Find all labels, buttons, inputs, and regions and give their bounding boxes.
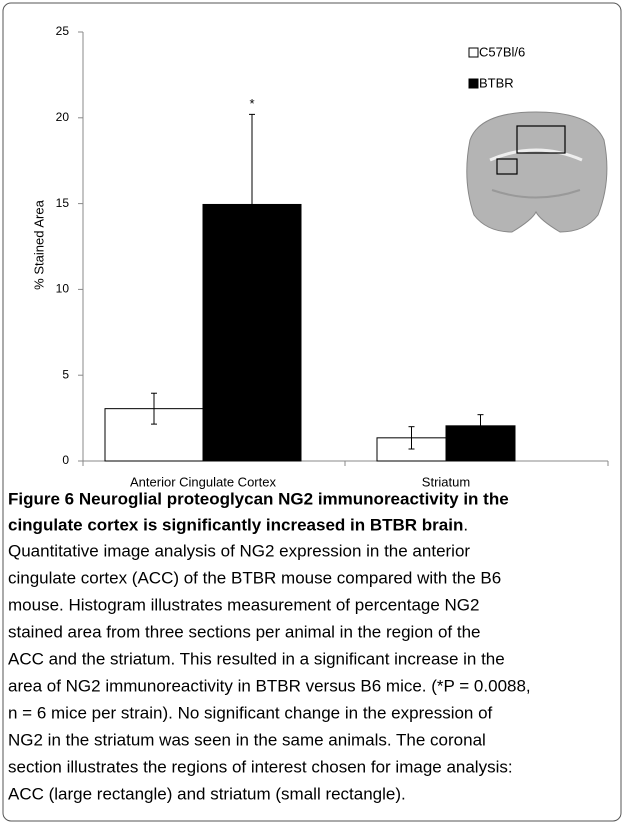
caption-title: cingulate cortex is significantly increa… bbox=[8, 515, 463, 534]
caption-line: ACC and the striatum. This resulted in a… bbox=[8, 649, 505, 668]
figure: % Stained Area 0 5 10 15 20 25 Anterior Cingul… bbox=[0, 0, 625, 827]
caption-line: cingulate cortex (ACC) of the BTBR mouse… bbox=[8, 568, 501, 587]
y-tick-label: 10 bbox=[56, 282, 70, 296]
caption-line: NG2 in the striatum was seen in the same… bbox=[8, 730, 486, 749]
legend-label: C57Bl/6 bbox=[479, 44, 525, 59]
brain-section bbox=[467, 112, 607, 232]
y-tick-label: 15 bbox=[56, 196, 70, 210]
caption-line: ACC (large rectangle) and striatum (smal… bbox=[8, 784, 406, 803]
y-axis-label: % Stained Area bbox=[31, 199, 46, 289]
caption-line: area of NG2 immunoreactivity in BTBR ver… bbox=[8, 676, 531, 695]
caption-line: stained area from three sections per ani… bbox=[8, 622, 481, 641]
legend-swatch bbox=[469, 79, 478, 88]
significance-mark: * bbox=[249, 96, 254, 111]
y-tick-label: 25 bbox=[56, 24, 70, 38]
legend-label: BTBR bbox=[479, 75, 514, 90]
caption-title-end: . bbox=[463, 515, 468, 534]
caption-line: Quantitative image analysis of NG2 expre… bbox=[8, 541, 470, 560]
x-tick-label: Striatum bbox=[422, 474, 470, 489]
caption-line: section illustrates the regions of inter… bbox=[8, 757, 513, 776]
caption-title: Figure 6 Neuroglial proteoglycan NG2 imm… bbox=[8, 489, 509, 508]
y-tick-label: 20 bbox=[56, 110, 70, 124]
x-tick-label: Anterior Cingulate Cortex bbox=[130, 474, 276, 489]
y-tick-label: 0 bbox=[62, 453, 69, 467]
caption-line: n = 6 mice per strain). No significant c… bbox=[8, 703, 493, 722]
legend-swatch bbox=[469, 48, 478, 57]
caption-line: mouse. Histogram illustrates measurement… bbox=[8, 595, 479, 614]
y-tick-label: 5 bbox=[62, 367, 69, 381]
figure-svg: % Stained Area 0 5 10 15 20 25 Anterior Cingul… bbox=[0, 0, 625, 827]
